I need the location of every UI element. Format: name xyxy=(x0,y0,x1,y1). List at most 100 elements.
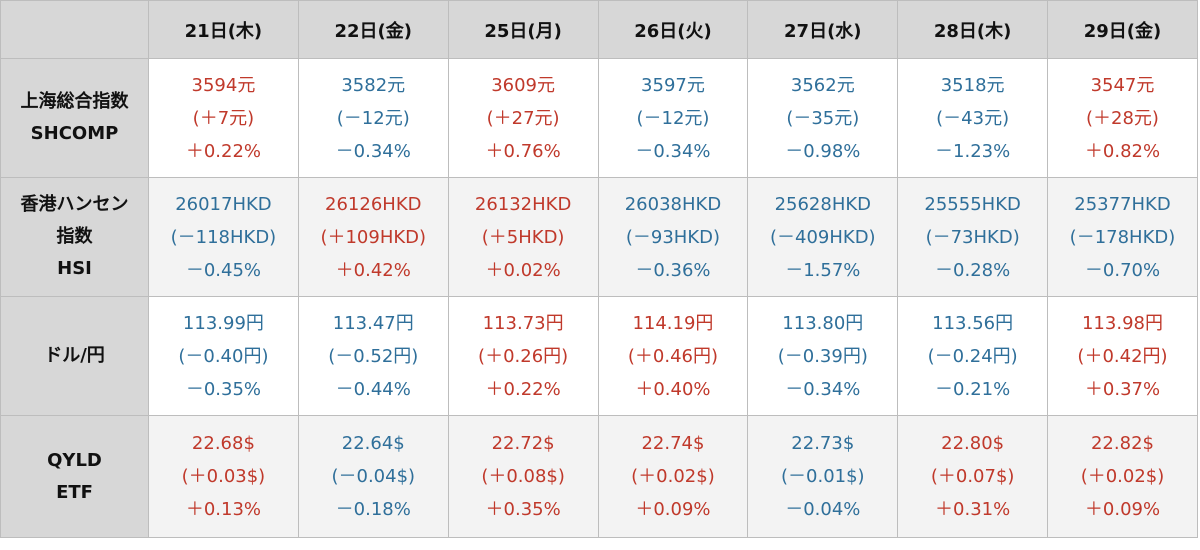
cell-pct: ＋0.13% xyxy=(185,499,262,520)
cell-value: 26126HKD xyxy=(325,193,422,215)
cell-pct: －0.21% xyxy=(935,378,1011,400)
cell-value: 22.80$ xyxy=(941,433,1005,454)
data-cell: 22.82$ (＋0.02$) ＋0.09% xyxy=(1047,415,1198,538)
cell-change: (＋0.02$) xyxy=(631,466,715,487)
cell-change: (＋0.07$) xyxy=(930,466,1015,487)
row-label-line: QYLD xyxy=(47,449,102,471)
data-cell: 113.56円 (－0.24円) －0.21% xyxy=(897,296,1049,416)
date-header: 25日(月) xyxy=(447,0,599,59)
row-label: 香港ハンセン 指数 HSI xyxy=(0,177,149,297)
data-cell: 22.72$ (＋0.08$) ＋0.35% xyxy=(447,415,599,538)
data-cell: 3547元 (＋28元) ＋0.82% xyxy=(1047,58,1198,178)
market-table: 21日(木) 22日(金) 25日(月) 26日(火) 27日(水) 28日(木… xyxy=(0,0,1198,538)
row-label-line: 上海総合指数 xyxy=(20,91,129,112)
data-cell: 113.73円 (＋0.26円) ＋0.22% xyxy=(447,296,599,416)
cell-value: 22.64$ xyxy=(341,433,405,454)
data-cell: 3562元 (－35元) －0.98% xyxy=(747,58,899,178)
cell-value: 113.80円 xyxy=(782,312,864,334)
cell-pct: －0.70% xyxy=(1084,259,1161,281)
data-cell: 26038HKD (－93HKD) －0.36% xyxy=(597,177,749,297)
data-cell: 22.73$ (－0.01$) －0.04% xyxy=(747,415,899,538)
table-row: QYLD ETF 22.68$ (＋0.03$) ＋0.13% 22.64$ (－0.04$… xyxy=(0,415,1198,538)
cell-pct: ＋0.02% xyxy=(485,259,561,281)
data-cell: 113.80円 (－0.39円) －0.34% xyxy=(747,296,899,416)
data-cell: 26132HKD (＋5HKD) ＋0.02% xyxy=(447,177,599,297)
cell-value: 113.99円 xyxy=(182,312,264,334)
cell-pct: ＋0.09% xyxy=(635,499,711,520)
cell-pct: －0.34% xyxy=(785,378,861,400)
cell-pct: ＋0.22% xyxy=(485,378,561,400)
data-cell: 114.19円 (＋0.46円) ＋0.40% xyxy=(597,296,749,416)
cell-value: 3597元 xyxy=(641,74,705,96)
row-label: QYLD ETF xyxy=(0,415,149,538)
data-cell: 22.74$ (＋0.02$) ＋0.09% xyxy=(597,415,749,538)
row-label-line: ETF xyxy=(56,481,93,503)
cell-value: 26017HKD xyxy=(175,193,272,215)
data-cell: 25628HKD (－409HKD) －1.57% xyxy=(747,177,899,297)
cell-value: 114.19円 xyxy=(632,312,714,334)
row-label-line: HSI xyxy=(57,258,92,279)
cell-value: 25377HKD xyxy=(1074,193,1171,215)
table-row: 香港ハンセン 指数 HSI 26017HKD (－118HKD) －0.45% 26126H… xyxy=(0,177,1198,297)
row-label: 上海総合指数 SHCOMP xyxy=(0,58,149,178)
date-header: 22日(金) xyxy=(297,0,449,59)
cell-value: 113.56円 xyxy=(932,312,1014,334)
data-cell: 22.80$ (＋0.07$) ＋0.31% xyxy=(897,415,1049,538)
cell-change: (－0.39円) xyxy=(777,345,868,367)
data-cell: 25377HKD (－178HKD) －0.70% xyxy=(1047,177,1198,297)
cell-pct: ＋0.42% xyxy=(335,259,411,281)
cell-value: 3547元 xyxy=(1090,74,1155,96)
corner-cell xyxy=(0,0,149,59)
cell-pct: ＋0.09% xyxy=(1084,499,1161,520)
row-label-line: SHCOMP xyxy=(30,123,119,144)
row-label: ドル/円 xyxy=(0,296,149,416)
data-cell: 113.99円 (－0.40円) －0.35% xyxy=(148,296,299,416)
cell-change: (－73HKD) xyxy=(925,226,1020,248)
cell-change: (－0.24円) xyxy=(927,345,1018,367)
cell-pct: －0.04% xyxy=(785,499,861,520)
cell-change: (－0.04$) xyxy=(331,466,416,487)
cell-change: (＋109HKD) xyxy=(320,226,427,248)
cell-value: 22.68$ xyxy=(191,433,255,454)
cell-pct: －0.44% xyxy=(335,378,411,400)
data-cell: 25555HKD (－73HKD) －0.28% xyxy=(897,177,1049,297)
row-label-line: 指数 xyxy=(56,226,93,247)
cell-change: (－0.40円) xyxy=(178,345,269,367)
cell-pct: ＋0.22% xyxy=(185,140,262,162)
data-cell: 26126HKD (＋109HKD) ＋0.42% xyxy=(297,177,449,297)
row-label-line: ドル/円 xyxy=(44,345,105,366)
date-header: 29日(金) xyxy=(1047,0,1198,59)
cell-change: (－35元) xyxy=(786,107,860,129)
data-cell: 26017HKD (－118HKD) －0.45% xyxy=(148,177,299,297)
table-row: ドル/円 113.99円 (－0.40円) －0.35% 113.47円 (－0.52円)… xyxy=(0,296,1198,416)
cell-pct: ＋0.37% xyxy=(1084,378,1161,400)
cell-value: 22.73$ xyxy=(791,433,855,454)
cell-change: (＋0.46円) xyxy=(627,345,719,367)
cell-value: 113.47円 xyxy=(332,312,414,334)
cell-change: (－178HKD) xyxy=(1069,226,1176,248)
cell-pct: －1.23% xyxy=(935,140,1011,162)
table-row: 上海総合指数 SHCOMP 3594元 (＋7元) ＋0.22% 3582元 (－12元) －… xyxy=(0,58,1198,178)
cell-pct: －0.36% xyxy=(635,259,711,281)
cell-change: (＋0.03$) xyxy=(181,466,266,487)
data-cell: 3597元 (－12元) －0.34% xyxy=(597,58,749,178)
cell-change: (＋7元) xyxy=(192,107,255,129)
data-cell: 3609元 (＋27元) ＋0.76% xyxy=(447,58,599,178)
cell-pct: ＋0.31% xyxy=(935,499,1011,520)
cell-value: 25628HKD xyxy=(774,193,872,215)
date-header: 26日(火) xyxy=(597,0,749,59)
cell-value: 113.98円 xyxy=(1081,312,1163,334)
date-header: 27日(水) xyxy=(747,0,899,59)
cell-pct: ＋0.76% xyxy=(485,140,561,162)
cell-value: 3582元 xyxy=(341,74,406,96)
cell-change: (－118HKD) xyxy=(170,226,277,248)
cell-value: 26132HKD xyxy=(474,193,572,215)
cell-value: 26038HKD xyxy=(624,193,722,215)
cell-pct: －0.34% xyxy=(635,140,711,162)
cell-pct: －0.34% xyxy=(335,140,411,162)
cell-pct: ＋0.40% xyxy=(635,378,711,400)
data-cell: 3518元 (－43元) －1.23% xyxy=(897,58,1049,178)
cell-change: (－43元) xyxy=(936,107,1010,129)
data-cell: 113.47円 (－0.52円) －0.44% xyxy=(297,296,449,416)
data-cell: 3594元 (＋7元) ＋0.22% xyxy=(148,58,299,178)
